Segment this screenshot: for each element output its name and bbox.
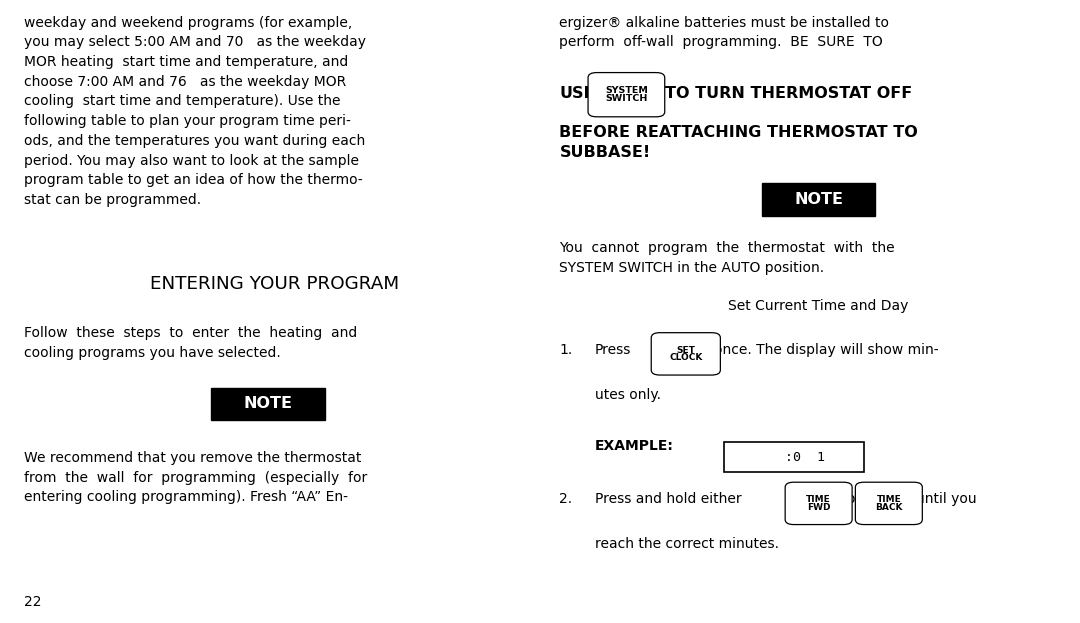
Bar [762,183,876,216]
Text: Press: Press [595,343,632,356]
Text: TIME: TIME [807,495,831,504]
FancyBboxPatch shape [785,482,852,525]
Text: BEFORE REATTACHING THERMOSTAT TO
SUBBASE!: BEFORE REATTACHING THERMOSTAT TO SUBBASE… [559,125,918,160]
Text: Set Current Time and Day: Set Current Time and Day [728,299,909,313]
Text: FWD: FWD [807,503,831,511]
Text: EXAMPLE:: EXAMPLE: [595,439,674,453]
Text: BACK: BACK [875,503,903,511]
Text: ergizer® alkaline batteries must be installed to
perform  off-wall  programming.: ergizer® alkaline batteries must be inst… [559,16,890,49]
Text: ENTERING YOUR PROGRAM: ENTERING YOUR PROGRAM [150,275,399,293]
FancyBboxPatch shape [651,333,720,375]
Text: or: or [847,492,861,506]
Text: NOTE: NOTE [243,396,293,411]
Text: SWITCH: SWITCH [605,94,648,103]
Text: TO TURN THERMOSTAT OFF: TO TURN THERMOSTAT OFF [665,86,913,101]
Text: You  cannot  program  the  thermostat  with  the
SYSTEM SWITCH in the AUTO posit: You cannot program the thermostat with t… [559,241,895,275]
Text: SET: SET [676,346,696,354]
Bar [724,442,864,472]
FancyBboxPatch shape [855,482,922,525]
Text: :0  1: :0 1 [785,451,825,464]
Text: SYSTEM: SYSTEM [605,87,648,95]
Text: USE: USE [559,86,595,101]
Text: 2.: 2. [559,492,572,506]
Text: utes only.: utes only. [595,388,661,401]
Text: weekday and weekend programs (for example,
you may select 5:00 AM and 70   as th: weekday and weekend programs (for exampl… [24,16,366,207]
Text: until you: until you [916,492,976,506]
Text: NOTE: NOTE [794,192,843,207]
Text: once. The display will show min-: once. The display will show min- [714,343,939,356]
Text: 22: 22 [24,595,41,609]
Text: Follow  these  steps  to  enter  the  heating  and
cooling programs you have sel: Follow these steps to enter the heating … [24,326,357,360]
Text: CLOCK: CLOCK [670,353,702,362]
Text: TIME: TIME [877,495,901,504]
Bar [212,388,324,420]
Text: reach the correct minutes.: reach the correct minutes. [595,537,779,551]
Text: We recommend that you remove the thermostat
from  the  wall  for  programming  (: We recommend that you remove the thermos… [24,451,367,505]
Text: 1.: 1. [559,343,572,356]
FancyBboxPatch shape [589,73,665,117]
Text: Press and hold either: Press and hold either [595,492,742,506]
